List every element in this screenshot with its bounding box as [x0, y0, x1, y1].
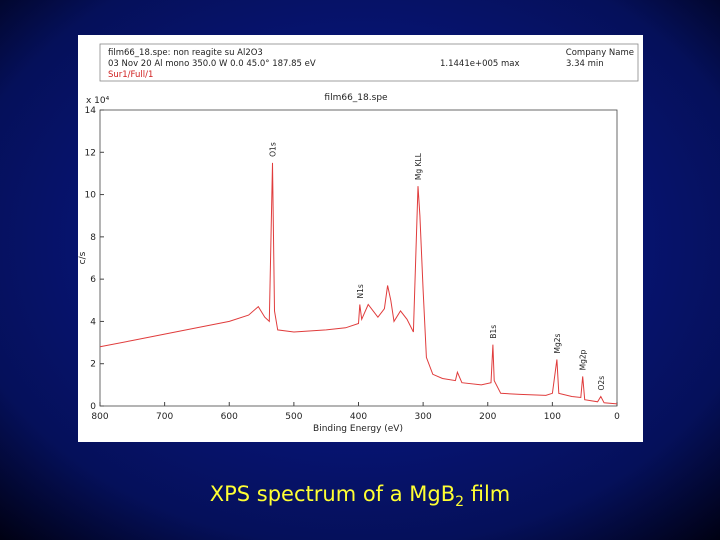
- caption-tail: film: [464, 482, 510, 506]
- y-multiplier: x 10⁴: [86, 96, 110, 106]
- y-tick-label: 6: [90, 275, 96, 285]
- y-axis-label: c/s: [78, 251, 88, 264]
- header-file: film66_18.spe: non reagite su Al2O3: [108, 48, 263, 58]
- caption-text: XPS spectrum of a MgB: [210, 482, 455, 506]
- chart-panel: [78, 35, 643, 442]
- peak-label: Mg2p: [579, 349, 588, 370]
- header-max: 1.1441e+005 max: [440, 59, 520, 69]
- spectrum-line: [99, 162, 618, 405]
- peak-label: B1s: [489, 325, 498, 339]
- header-box: [99, 43, 639, 82]
- x-tick-label: 600: [221, 412, 238, 422]
- header-region: Sur1/Full/1: [108, 70, 153, 80]
- y-tick-label: 8: [90, 233, 96, 243]
- header-company: Company Name: [566, 48, 634, 58]
- x-tick-label: 400: [350, 412, 367, 422]
- y-tick-label: 2: [90, 360, 96, 370]
- peak-label: Mg2s: [553, 333, 562, 353]
- y-tick-label: 12: [85, 148, 96, 158]
- peak-label: O1s: [269, 142, 278, 157]
- y-tick-label: 4: [90, 317, 96, 327]
- x-tick-label: 200: [479, 412, 496, 422]
- peak-label: N1s: [356, 284, 365, 298]
- x-tick-label: 500: [285, 412, 302, 422]
- peak-label: Mg KLL: [414, 152, 423, 180]
- x-axis-label: Binding Energy (eV): [313, 424, 403, 434]
- peak-label: O2s: [597, 376, 606, 391]
- x-tick-label: 300: [415, 412, 432, 422]
- x-tick-label: 800: [91, 412, 108, 422]
- chart-title: film66_18.spe: [324, 93, 388, 103]
- caption: XPS spectrum of a MgB2 film: [210, 482, 511, 510]
- y-tick-label: 10: [85, 191, 97, 201]
- header-min: 3.34 min: [566, 59, 604, 69]
- header-conditions: 03 Nov 20 Al mono 350.0 W 0.0 45.0° 187.…: [108, 59, 316, 69]
- x-tick-label: 700: [156, 412, 173, 422]
- y-tick-label: 0: [90, 402, 96, 412]
- caption-sub: 2: [455, 494, 464, 510]
- x-tick-label: 0: [614, 412, 620, 422]
- y-tick-label: 14: [85, 106, 97, 116]
- x-tick-label: 100: [544, 412, 561, 422]
